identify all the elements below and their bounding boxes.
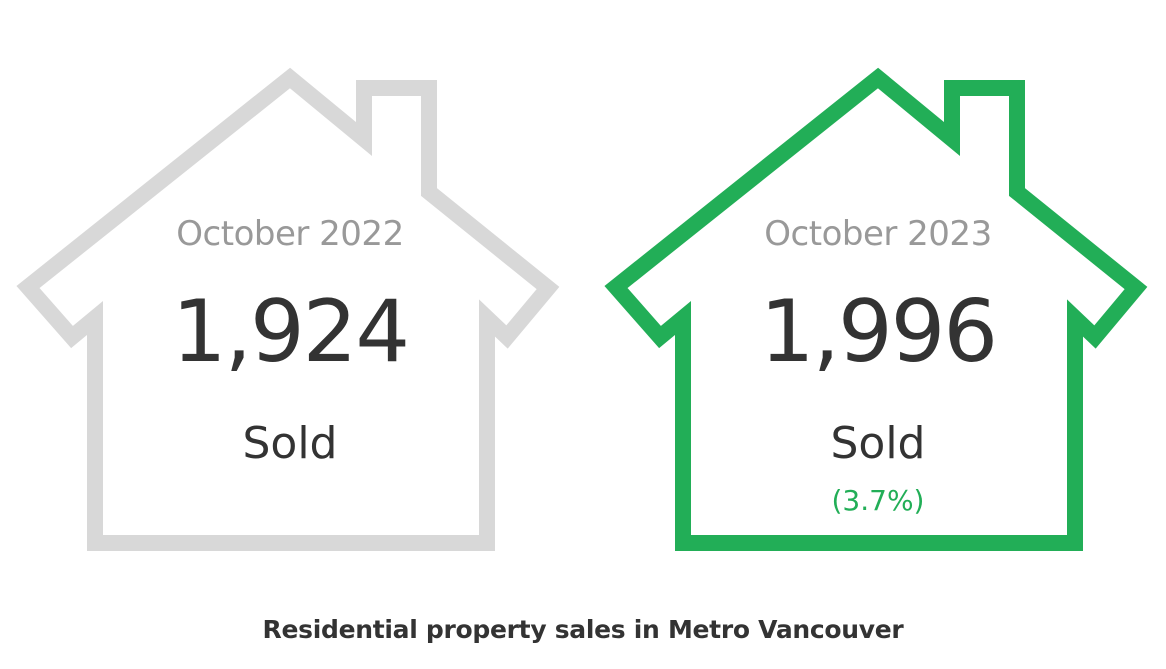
house-icon-2023: [604, 67, 1148, 551]
unit-label: Sold: [830, 418, 926, 469]
period-label: October 2023: [764, 214, 992, 254]
period-label: October 2022: [176, 214, 404, 254]
change-percent: (3.7%): [831, 484, 925, 517]
house-icon-2022: [16, 67, 560, 551]
sold-count: 1,924: [171, 282, 410, 382]
sold-count: 1,996: [759, 282, 998, 382]
chart-caption: Residential property sales in Metro Vanc…: [262, 615, 904, 644]
unit-label: Sold: [242, 418, 338, 469]
